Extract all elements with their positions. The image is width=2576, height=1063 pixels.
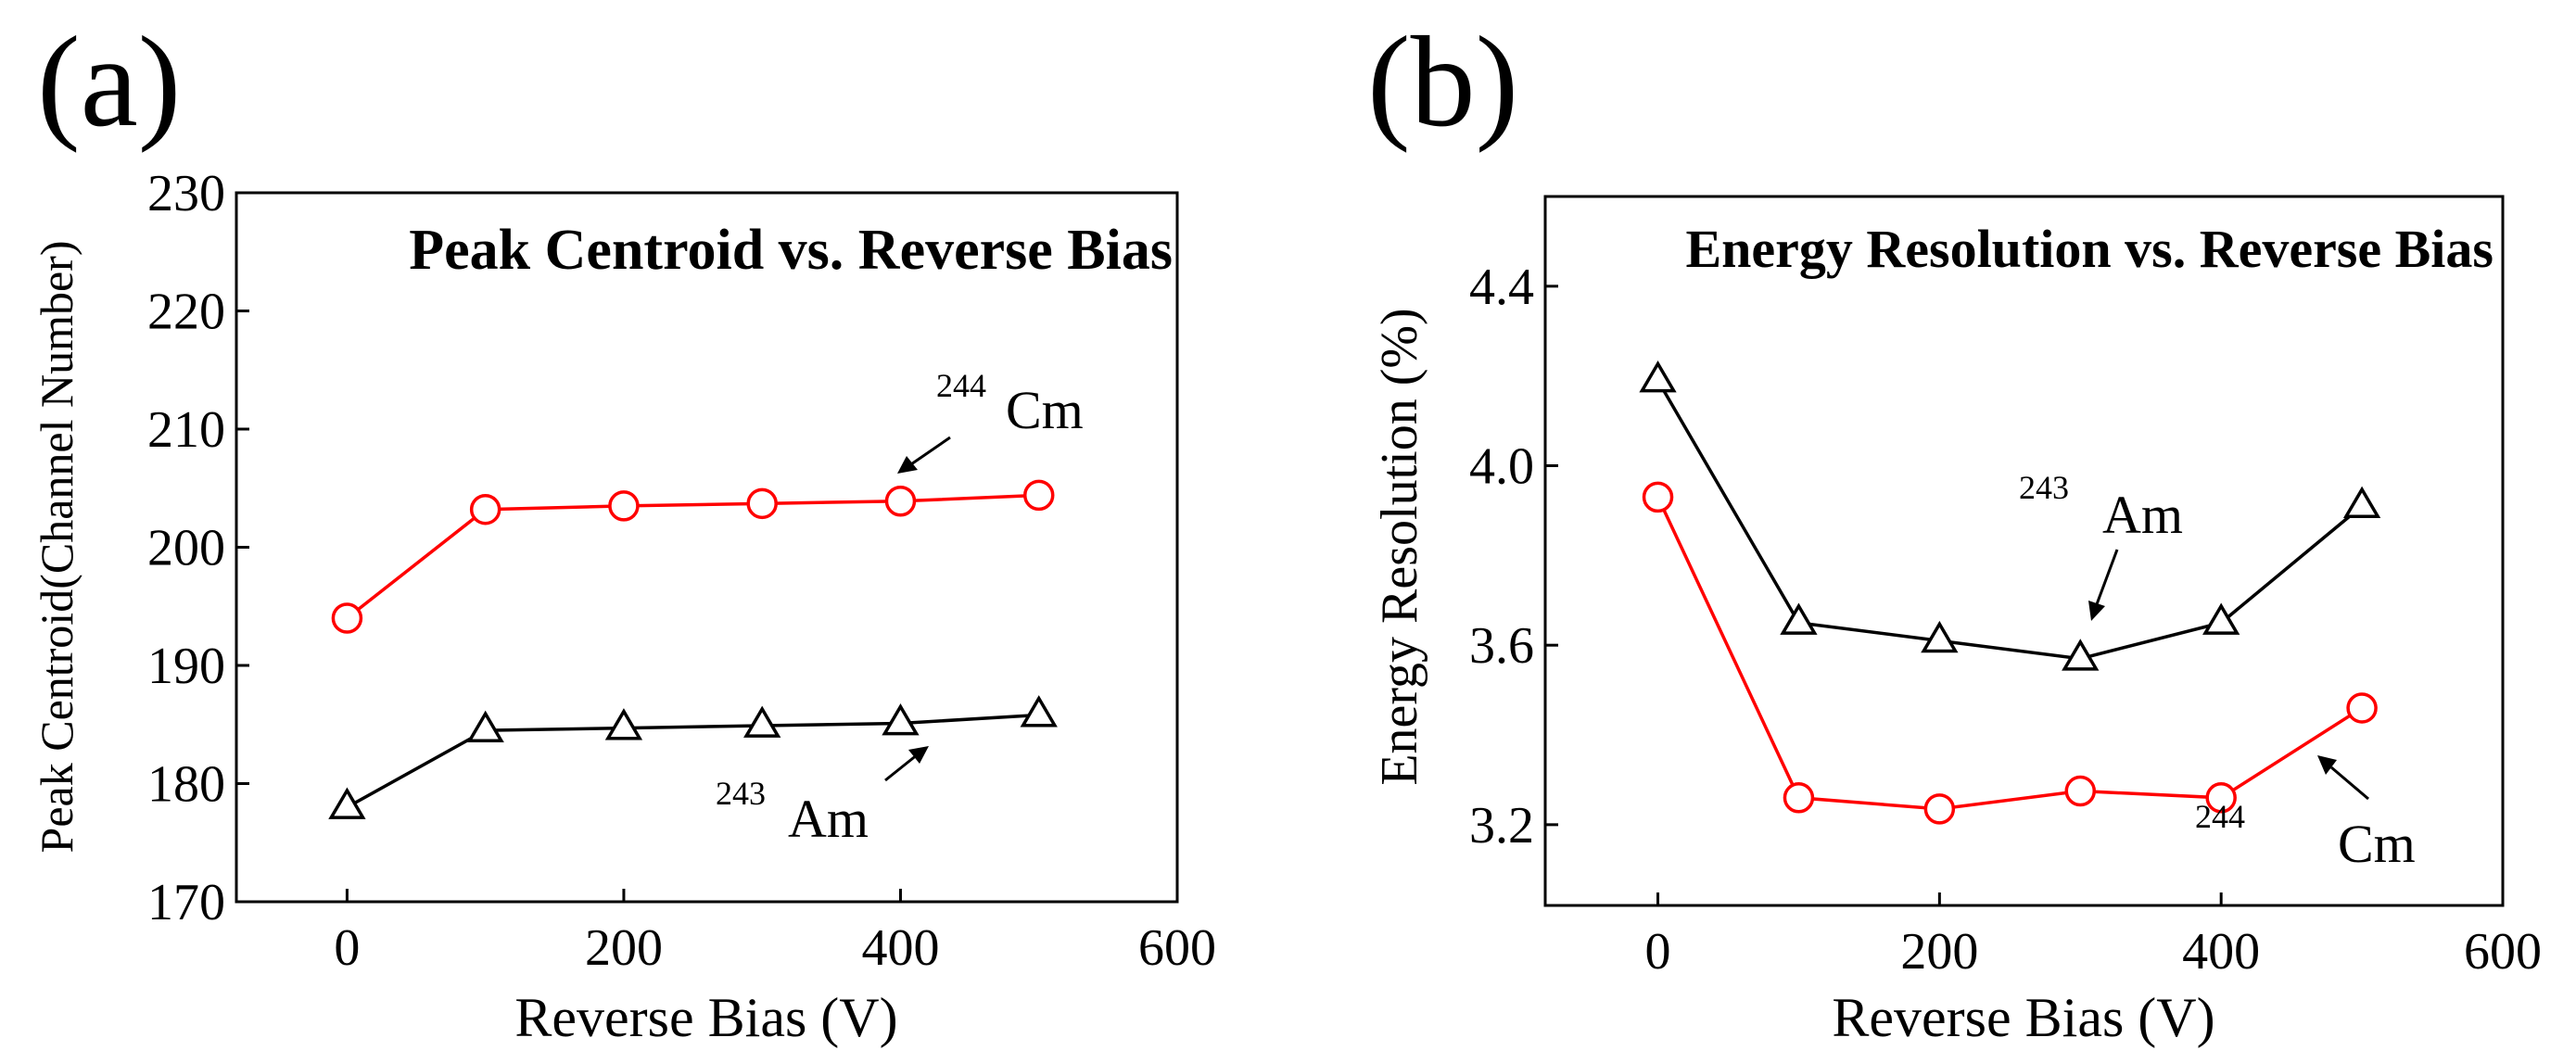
y-axis-ticks-b: 3.2 3.6 4.0 4.4 <box>1469 259 1558 854</box>
data-point-am <box>1921 620 1959 653</box>
x-tick-label: 0 <box>1645 923 1671 981</box>
chart-title-a: Peak Centroid vs. Reverse Bias <box>409 219 1173 282</box>
y-tick-label: 180 <box>147 756 225 814</box>
data-point-cm <box>884 486 917 517</box>
annotation-arrow-line <box>2330 766 2369 801</box>
y-tick-label: 190 <box>147 638 225 695</box>
x-axis-label-a: Reverse Bias (V) <box>514 987 897 1048</box>
annotation-mass: 243 <box>716 775 766 812</box>
data-point-am <box>882 703 920 736</box>
annotation-element: Cm <box>1006 380 1084 440</box>
data-point-cm <box>2064 775 2097 807</box>
data-point-am <box>1639 361 1677 393</box>
annotation-am-a: 243 Am <box>716 746 929 849</box>
y-tick-label: 4.0 <box>1469 438 1534 496</box>
series-line-cm <box>1656 496 2364 811</box>
data-point-am <box>743 705 781 738</box>
annotation-mass: 243 <box>2019 469 2069 506</box>
annotation-mass: 244 <box>2195 798 2245 835</box>
x-axis-ticks-b: 0 200 400 600 <box>1645 892 2542 981</box>
y-tick-label: 220 <box>147 284 225 341</box>
x-tick-label: 200 <box>1900 923 1978 981</box>
data-point-cm <box>608 490 640 522</box>
series-group-a <box>328 479 1058 819</box>
data-point-am <box>2062 639 2100 671</box>
series-line-am <box>1656 379 2364 661</box>
y-axis-ticks-a: 170 180 190 200 210 220 230 <box>147 165 249 931</box>
data-point-cm <box>331 602 363 634</box>
annotation-am-b: 243 Am <box>2019 469 2183 621</box>
series-group-b <box>1639 361 2381 825</box>
data-point-am <box>2202 602 2240 635</box>
data-point-cm <box>2205 782 2237 814</box>
data-point-cm <box>1783 782 1815 814</box>
arrow-head-icon <box>908 746 929 764</box>
x-axis-ticks-a: 0 200 400 600 <box>334 889 1216 977</box>
chart-title-b: Energy Resolution vs. Reverse Bias <box>1685 219 2494 279</box>
y-tick-label: 3.2 <box>1469 797 1534 854</box>
x-tick-label: 400 <box>2182 923 2260 981</box>
panel-label-a: (a) <box>37 10 181 154</box>
annotation-mass: 244 <box>936 367 986 404</box>
data-point-am <box>2342 486 2381 518</box>
plot-frame-b <box>1543 195 2505 907</box>
annotation-cm-a: 244 Cm <box>897 367 1084 474</box>
data-point-cm <box>1923 793 1956 825</box>
annotation-element: Am <box>788 789 869 849</box>
data-point-am <box>466 710 504 743</box>
data-point-cm <box>2346 692 2378 724</box>
y-axis-label-a: Peak Centroid(Channel Number) <box>31 241 82 854</box>
annotation-element: Am <box>2102 485 2183 545</box>
data-point-cm <box>1022 479 1055 512</box>
data-point-am <box>1020 695 1058 728</box>
y-axis-label-b: Energy Resolution (%) <box>1371 308 1428 785</box>
x-tick-label: 600 <box>1138 919 1216 977</box>
x-axis-label-b: Reverse Bias (V) <box>1832 987 2214 1048</box>
data-point-cm <box>469 493 501 525</box>
annotation-cm-b: 244 Cm <box>2195 755 2416 874</box>
x-tick-label: 0 <box>334 919 360 977</box>
annotation-arrow-line <box>2095 549 2119 605</box>
chart-panel-a: 170 180 190 200 210 220 230 0 200 400 600 Peak Ce… <box>31 165 1216 1048</box>
annotation-element: Cm <box>2338 814 2416 874</box>
data-point-cm <box>746 487 778 520</box>
y-tick-label: 4.4 <box>1469 259 1534 316</box>
arrow-head-icon <box>2088 601 2105 621</box>
data-point-am <box>604 708 643 740</box>
y-tick-label: 200 <box>147 520 225 577</box>
arrow-head-icon <box>2317 755 2337 775</box>
data-point-am <box>328 787 366 819</box>
plot-frame-a <box>235 191 1179 904</box>
y-tick-label: 230 <box>147 165 225 222</box>
panel-label-b: (b) <box>1367 10 1518 154</box>
annotation-arrow-line <box>907 436 951 468</box>
chart-panel-b: 3.2 3.6 4.0 4.4 0 200 400 600 Energy Resolutio… <box>1371 195 2542 1048</box>
annotation-arrow-line <box>884 753 919 782</box>
x-tick-label: 400 <box>861 919 939 977</box>
x-tick-label: 200 <box>585 919 663 977</box>
x-tick-label: 600 <box>2464 923 2542 981</box>
series-line-am <box>346 713 1039 809</box>
y-tick-label: 170 <box>147 874 225 931</box>
data-point-am <box>1780 602 1818 635</box>
y-tick-label: 210 <box>147 401 225 459</box>
data-point-cm <box>1642 481 1674 513</box>
series-line-cm <box>346 493 1039 620</box>
arrow-head-icon <box>897 456 918 474</box>
y-tick-label: 3.6 <box>1469 617 1534 675</box>
